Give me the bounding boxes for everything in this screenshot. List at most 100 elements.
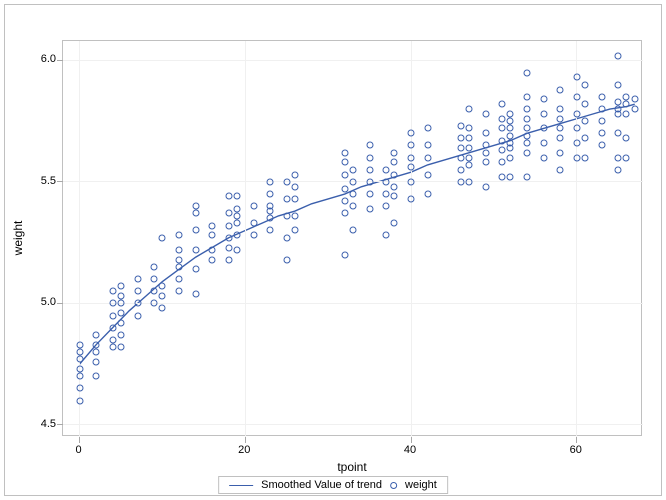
scatter-point (76, 365, 83, 372)
legend: Smoothed Value of trend weight (218, 476, 448, 494)
scatter-point (408, 164, 415, 171)
legend-line-swatch (229, 485, 253, 486)
scatter-point (225, 244, 232, 251)
scatter-point (134, 312, 141, 319)
scatter-point (499, 137, 506, 144)
scatter-point (457, 123, 464, 130)
scatter-point (466, 154, 473, 161)
legend-label: Smoothed Value of trend (261, 479, 382, 491)
scatter-point (267, 227, 274, 234)
scatter-point (192, 266, 199, 273)
scatter-point (292, 212, 299, 219)
scatter-point (176, 263, 183, 270)
legend-marker-swatch (390, 482, 397, 489)
scatter-point (391, 149, 398, 156)
scatter-point (457, 135, 464, 142)
scatter-point (391, 171, 398, 178)
scatter-point (408, 195, 415, 202)
scatter-point (573, 154, 580, 161)
scatter-point (424, 125, 431, 132)
scatter-point (466, 135, 473, 142)
tick-label-y: 5.0 (34, 296, 56, 308)
scatter-point (118, 283, 125, 290)
scatter-point (283, 212, 290, 219)
scatter-point (192, 246, 199, 253)
scatter-point (209, 222, 216, 229)
scatter-point (176, 256, 183, 263)
scatter-point (159, 234, 166, 241)
scatter-point (283, 256, 290, 263)
scatter-point (524, 132, 531, 139)
scatter-point (631, 106, 638, 113)
scatter-point (582, 135, 589, 142)
scatter-point (209, 232, 216, 239)
scatter-point (350, 227, 357, 234)
tick-mark-x (411, 437, 412, 443)
scatter-point (598, 130, 605, 137)
scatter-point (507, 125, 514, 132)
scatter-point (109, 344, 116, 351)
scatter-point (598, 142, 605, 149)
scatter-point (582, 81, 589, 88)
tick-label-x: 20 (238, 444, 250, 456)
scatter-point (176, 246, 183, 253)
scatter-point (615, 81, 622, 88)
scatter-point (466, 106, 473, 113)
scatter-point (424, 154, 431, 161)
scatter-point (557, 106, 564, 113)
scatter-point (408, 154, 415, 161)
legend-label: weight (405, 479, 437, 491)
scatter-point (482, 110, 489, 117)
scatter-point (582, 118, 589, 125)
scatter-point (408, 130, 415, 137)
scatter-point (623, 93, 630, 100)
scatter-point (615, 166, 622, 173)
scatter-point (507, 110, 514, 117)
scatter-point (118, 310, 125, 317)
scatter-point (383, 191, 390, 198)
scatter-point (540, 140, 547, 147)
scatter-point (482, 142, 489, 149)
scatter-point (598, 106, 605, 113)
scatter-point (192, 290, 199, 297)
scatter-point (109, 300, 116, 307)
scatter-point (499, 147, 506, 154)
scatter-point (615, 130, 622, 137)
tick-mark-y (57, 303, 63, 304)
scatter-point (457, 154, 464, 161)
scatter-point (540, 125, 547, 132)
scatter-point (408, 178, 415, 185)
tick-label-y: 4.5 (34, 418, 56, 430)
scatter-point (540, 154, 547, 161)
scatter-point (524, 69, 531, 76)
tick-mark-y (57, 60, 63, 61)
tick-mark-y (57, 424, 63, 425)
scatter-point (366, 191, 373, 198)
scatter-point (383, 166, 390, 173)
scatter-point (234, 193, 241, 200)
scatter-point (225, 234, 232, 241)
scatter-point (134, 288, 141, 295)
scatter-point (615, 98, 622, 105)
scatter-point (76, 373, 83, 380)
scatter-point (383, 203, 390, 210)
tick-mark-x (245, 437, 246, 443)
scatter-point (540, 96, 547, 103)
scatter-point (573, 93, 580, 100)
scatter-point (524, 93, 531, 100)
scatter-point (615, 154, 622, 161)
scatter-point (424, 171, 431, 178)
scatter-point (615, 52, 622, 59)
scatter-point (76, 356, 83, 363)
scatter-point (209, 246, 216, 253)
scatter-point (573, 74, 580, 81)
scatter-point (524, 140, 531, 147)
scatter-point (176, 276, 183, 283)
trend-line (63, 41, 643, 437)
scatter-point (623, 154, 630, 161)
scatter-point (482, 159, 489, 166)
scatter-point (292, 227, 299, 234)
plot-area (62, 40, 642, 436)
tick-mark-x (79, 437, 80, 443)
scatter-point (292, 171, 299, 178)
